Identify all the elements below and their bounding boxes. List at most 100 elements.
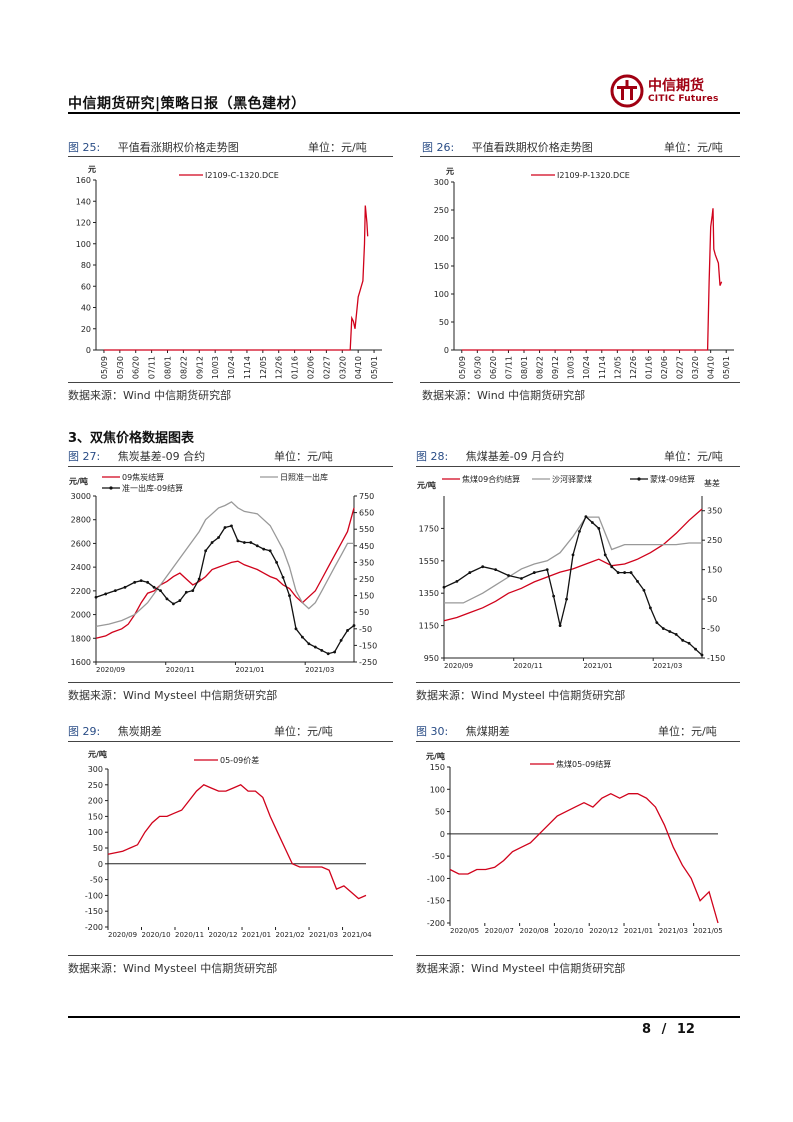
x-tick-label: 10/24: [227, 356, 236, 379]
figure-29-source: 数据来源：Wind Mysteel 中信期货研究部: [68, 962, 278, 975]
y2-tick-label: 50: [707, 595, 717, 604]
series-point: [159, 589, 162, 593]
figure-29-number: 图 29:: [68, 725, 101, 738]
series-point: [294, 627, 298, 631]
x-tick-label: 05/30: [116, 356, 125, 379]
x-tick-label: 2020/11: [166, 666, 195, 674]
series-point: [288, 594, 291, 597]
figure-28-title: 焦煤基差-09 月合约: [465, 450, 565, 463]
x-tick-label: 2021/01: [583, 662, 612, 670]
x-tick-label: 10/24: [582, 356, 591, 379]
x-tick-label: 05/30: [473, 356, 482, 379]
figure-27-title: 焦炭基差-09 合约: [117, 450, 206, 463]
section-title: 3、双焦价格数据图表: [68, 431, 195, 446]
x-tick-label: 07/11: [148, 356, 157, 379]
y2-tick-label: 250: [707, 536, 722, 545]
series-point: [584, 515, 588, 519]
figure-28-top-rule: [416, 466, 740, 467]
y2-tick-label: 450: [359, 542, 374, 551]
series-point: [694, 647, 697, 651]
x-tick-label: 2021/01: [242, 931, 271, 939]
series-point: [700, 653, 704, 657]
series-point: [468, 571, 472, 574]
y-tick-label: -200: [85, 923, 103, 932]
y-tick-label: 0: [440, 830, 445, 839]
y-tick-label: 2200: [71, 587, 91, 596]
x-tick-label: 2021/01: [624, 927, 653, 935]
y-axis-label: 元/吨: [426, 751, 445, 761]
x-tick-label: 10/03: [211, 356, 220, 379]
figure-25-bottom-rule: [68, 382, 393, 383]
x-tick-label: 01/16: [291, 356, 300, 379]
y-tick-label: -150: [427, 897, 445, 906]
y-tick-label: 1600: [71, 658, 91, 667]
legend-label: 沙河驿蒙煤: [552, 474, 592, 484]
figure-26-title: 平值看跌期权价格走势图: [471, 141, 593, 154]
series-point: [442, 585, 446, 589]
y-tick-label: 2600: [71, 539, 91, 548]
series-point: [210, 541, 214, 544]
y-tick-label: 1550: [419, 557, 439, 566]
series-point: [494, 568, 497, 572]
y-tick-label: 2400: [71, 563, 91, 572]
series-line-0: [103, 205, 369, 351]
figure-28-number: 图 28:: [416, 450, 449, 463]
y2-tick-label: 150: [707, 566, 722, 575]
series-line-1: [95, 501, 354, 628]
figure-29-chart: -200 -150 -100 -50 0 50 100 150 200 250 300 元/吨 2020…: [85, 749, 373, 939]
y2-tick-label: -150: [359, 641, 377, 650]
x-tick-label: 2021/03: [659, 927, 688, 935]
series-point: [333, 650, 337, 654]
series-point: [178, 599, 182, 602]
x-tick-label: 2021/02: [276, 931, 305, 939]
series-point: [172, 602, 175, 606]
y-tick-label: 100: [88, 828, 103, 837]
series-point: [552, 594, 556, 598]
series-point: [204, 549, 208, 553]
legend-marker: [109, 486, 113, 490]
y-tick-label: 40: [81, 304, 91, 313]
figure-30-caption: 图 30: 焦煤期差: [416, 723, 510, 739]
figure-27-bottom-rule: [68, 682, 393, 683]
series-point: [346, 629, 349, 632]
figure-26-bottom-rule: [420, 382, 740, 383]
header-divider: [68, 112, 740, 114]
series-point: [255, 544, 259, 548]
x-tick-label: 01/16: [644, 356, 653, 379]
figure-29-unit: 单位：元/吨: [274, 725, 333, 738]
x-tick-label: 2021/04: [343, 931, 373, 939]
series-point: [301, 635, 304, 639]
series-point: [133, 580, 137, 584]
x-tick-label: 2020/11: [175, 931, 204, 939]
figure-29-bottom-rule: [68, 955, 393, 956]
series-point: [616, 571, 620, 574]
series-point: [520, 577, 523, 580]
y2-tick-label: 350: [359, 558, 374, 567]
x-tick-label: 2020/11: [514, 662, 543, 670]
x-tick-label: 09/12: [551, 356, 560, 379]
y-tick-label: -100: [427, 874, 445, 883]
figure-28-source: 数据来源：Wind Mysteel 中信期货研究部: [416, 689, 626, 702]
x-tick-label: 02/27: [322, 356, 331, 379]
series-point: [655, 621, 659, 625]
series-point: [223, 526, 227, 529]
series-line-0: [449, 792, 719, 924]
series-point: [629, 571, 633, 574]
y-tick-label: 950: [424, 654, 439, 663]
series-point: [123, 585, 127, 589]
series-point: [230, 524, 233, 528]
series-point: [165, 597, 169, 601]
y-tick-label: -100: [85, 891, 103, 900]
series-point: [104, 592, 108, 596]
x-tick-label: 2021/05: [694, 927, 723, 935]
x-tick-label: 02/06: [307, 356, 316, 379]
x-tick-label: 05/01: [370, 356, 379, 379]
series-line-0: [461, 208, 723, 351]
series-point: [352, 624, 356, 627]
x-tick-label: 11/14: [598, 356, 607, 379]
figure-26-number: 图 26:: [422, 141, 455, 154]
figure-25-number: 图 25:: [68, 141, 101, 154]
y-tick-label: 3000: [71, 492, 91, 501]
series-point: [184, 590, 188, 594]
y2-tick-label: 750: [359, 492, 374, 501]
